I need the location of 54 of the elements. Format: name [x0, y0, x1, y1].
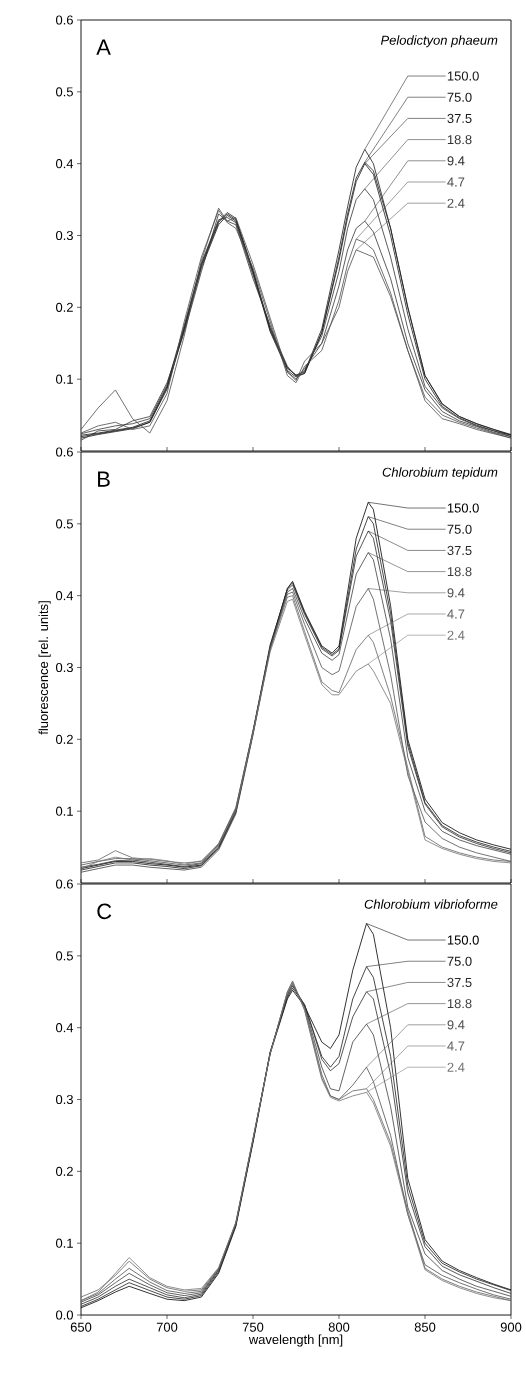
text: 2.4 [447, 198, 465, 208]
y-tick-label: 0.4 [55, 159, 74, 169]
text: 75.0 [447, 524, 472, 534]
text: 18.8 [447, 999, 472, 1009]
x-tick-label: 650 [70, 1322, 92, 1332]
y-tick-label: 0.1 [55, 374, 73, 384]
y-tick-label: 0.2 [55, 734, 73, 744]
text: 150.0 [447, 935, 479, 945]
text: 9.4 [447, 1020, 465, 1030]
text: 9.4 [447, 588, 465, 598]
y-tick-label: 0.4 [55, 591, 74, 601]
y-tick-label: 0.1 [55, 1238, 73, 1248]
text: 18.8 [447, 135, 472, 145]
text: 2.4 [447, 630, 465, 640]
y-tick-label: 0.2 [55, 1166, 73, 1176]
y-tick-label: 0.1 [55, 806, 73, 816]
y-tick-label: 0.5 [55, 951, 73, 961]
x-tick-label: 750 [242, 1322, 264, 1332]
y-tick-label: 0.6 [55, 879, 73, 889]
y-tick-label: 0.2 [55, 302, 73, 312]
text: 150.0 [447, 503, 479, 513]
text: 4.7 [447, 177, 465, 187]
y-tick-label: 0.3 [55, 230, 73, 241]
text: Chlorobium vibrioforme [364, 899, 498, 909]
text: 18.8 [447, 567, 472, 577]
text: 37.5 [447, 977, 472, 988]
x-tick-label: 850 [414, 1322, 436, 1332]
x-tick-label: 900 [500, 1322, 522, 1332]
y-tick-label: 0.6 [55, 15, 73, 25]
text: Pelodictyon phaeum [380, 35, 498, 48]
text: 9.4 [447, 156, 465, 166]
text: C [97, 903, 112, 920]
y-axis-title: fluorescence [rel. units] [38, 601, 51, 735]
y-tick-label: 0.3 [55, 1094, 73, 1105]
text: 37.5 [447, 545, 472, 555]
y-tick-label: 0.5 [55, 519, 73, 529]
x-tick-label: 800 [328, 1322, 350, 1332]
x-tick-label: 700 [156, 1322, 178, 1332]
text: 75.0 [447, 92, 472, 102]
text: 75.0 [447, 956, 472, 966]
text: A [96, 39, 111, 55]
text: Chlorobium tepidum [382, 467, 498, 480]
text: 4.7 [447, 609, 465, 619]
text: 4.7 [447, 1041, 465, 1051]
x-axis-title: wavelength [nm] [248, 1334, 343, 1347]
text: B [98, 471, 110, 487]
text: 150.0 [447, 71, 479, 81]
y-tick-label: 0.6 [55, 447, 73, 457]
y-tick-label: 0.5 [55, 87, 73, 97]
y-tick-label: 0.0 [55, 1310, 73, 1320]
text: 37.5 [447, 113, 472, 123]
y-tick-label: 0.4 [55, 1023, 74, 1033]
text: 2.4 [447, 1062, 465, 1072]
y-tick-label: 0.3 [55, 662, 73, 673]
